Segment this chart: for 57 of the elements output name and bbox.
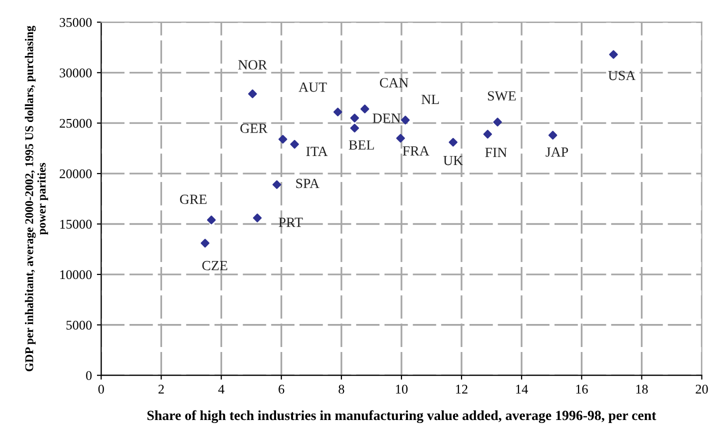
x-tick-label: 6 [278,384,284,394]
point [207,216,216,224]
annotation: GER [240,124,268,133]
point [396,134,405,143]
annotation: USA [608,70,636,80]
x-tick-label: 12 [456,384,468,394]
annotation: BEL [348,140,374,150]
annotation: AUT [298,82,327,92]
annotation: SWE [488,91,516,101]
y-tick-label: 0 [86,371,92,380]
point [360,104,370,114]
point [333,108,342,116]
annotation: ITA [306,146,328,156]
point [448,138,458,147]
annotation: DEN [372,114,401,123]
annotation: JAP [546,147,568,157]
point [548,130,558,140]
y-tick-label: 15000 [60,220,92,229]
x-tick-label: 10 [396,384,408,394]
annotation: CAN [380,78,408,88]
y-tick-label: 30000 [60,68,92,78]
annotation: NL [422,94,439,104]
y-tick-label: 5000 [66,320,92,330]
point [350,114,359,122]
y-tick-label: 10000 [60,270,92,280]
annotation: PRT [278,218,303,227]
point [278,134,288,144]
point [200,238,210,248]
x-tick-label: 14 [516,384,528,394]
annotation: UK [443,156,464,166]
y-tick-label: 20000 [60,169,92,178]
annotation: SPA [296,178,320,188]
point [401,116,410,124]
annotation: NOR [238,60,268,70]
annotation: GRE [180,194,207,204]
point [483,130,492,139]
point [609,50,618,59]
y-tick-label: 35000 [60,18,92,27]
point [248,89,257,98]
y-tick-label: 25000 [60,118,92,128]
point [493,118,502,126]
annotation: FIN [485,148,507,157]
x-tick-label: 0 [98,384,104,394]
point [350,124,359,133]
x-tick-label: 4 [218,384,224,394]
x-axis-title: Share of high tech industries in manufacturing value added, average 1996-98, per cent [147,410,656,424]
x-tick-label: 16 [576,384,588,394]
x-tick-label: 18 [636,384,648,394]
x-tick-label: 20 [696,384,708,394]
x-tick-label: 2 [158,384,164,394]
point [252,214,262,222]
y-axis-title: GDP per inhabitant, average 2000-2002, 1995 US dollars, purchasing power parities [24,26,48,372]
point [272,180,282,190]
annotation: FRA [402,146,430,156]
x-tick-label: 8 [338,384,344,394]
point [290,140,299,149]
annotation: CZE [202,260,228,270]
